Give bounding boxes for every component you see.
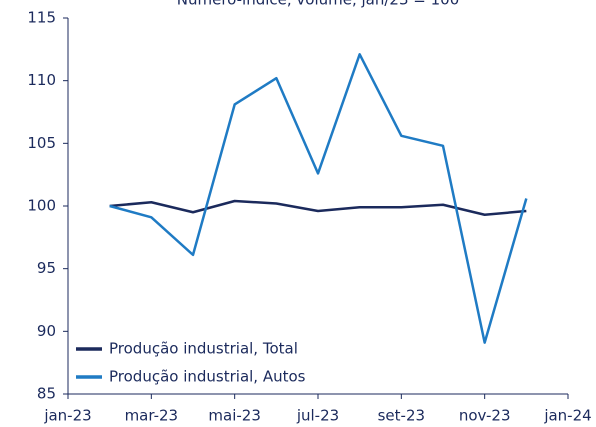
y-tick-label: 85 bbox=[37, 385, 56, 403]
legend-label: Produção industrial, Autos bbox=[109, 368, 306, 386]
x-tick-label: jan-23 bbox=[43, 407, 91, 425]
y-tick-label: 110 bbox=[27, 71, 56, 89]
y-tick-label: 95 bbox=[37, 259, 56, 277]
x-tick-label: mar-23 bbox=[125, 407, 179, 425]
line-series bbox=[109, 199, 527, 217]
x-tick-label: set-23 bbox=[378, 407, 425, 425]
x-tick-label: mai-23 bbox=[208, 407, 260, 425]
legend-label: Produção industrial, Total bbox=[109, 340, 298, 358]
x-tick-label: jul-23 bbox=[296, 407, 339, 425]
chart-title: Número-índice, volume, jan/23 = 100 bbox=[177, 0, 460, 9]
x-tick-label: nov-23 bbox=[459, 407, 511, 425]
line-series bbox=[109, 53, 528, 344]
y-tick-label: 90 bbox=[37, 322, 56, 340]
y-tick-label: 115 bbox=[27, 9, 56, 27]
x-tick-label: jan-24 bbox=[543, 407, 591, 425]
y-tick-label: 100 bbox=[27, 197, 56, 215]
y-tick-label: 105 bbox=[27, 134, 56, 152]
